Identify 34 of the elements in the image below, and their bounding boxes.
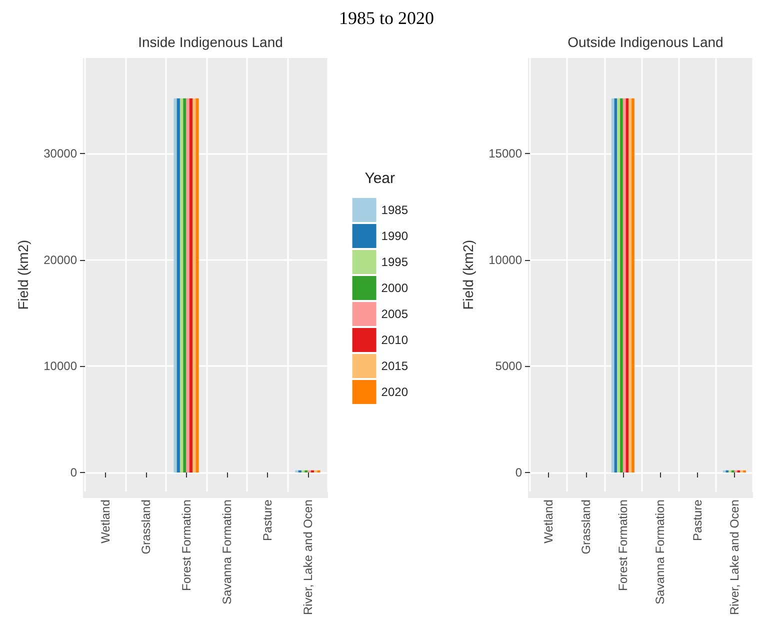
legend-label: 2000 (381, 281, 408, 295)
x-tick-label: Forest Formation (616, 500, 630, 591)
x-tick-label: Pasture (690, 499, 704, 541)
x-tick-label: Grassland (578, 500, 593, 554)
x-tick-label: Savanna Formation (653, 500, 668, 604)
x-tick-label: Forest Formation (179, 500, 194, 591)
y-tick-label: 10000 (488, 252, 522, 267)
y-tick-label: 20000 (44, 252, 78, 267)
legend-label: 1995 (381, 255, 408, 269)
legend-label: 2010 (381, 333, 408, 347)
x-tick-label: Pasture (260, 499, 274, 541)
y-tick-label: 5000 (495, 359, 522, 374)
y-tick-label: 30000 (44, 146, 78, 161)
y-axis-title: Field (km2) (460, 240, 476, 310)
legend-label: 2005 (381, 307, 408, 321)
y-axis-title: Field (km2) (15, 240, 31, 310)
legend-label: 2015 (381, 359, 408, 373)
chart-title: Inside Indigenous Land (138, 34, 283, 50)
y-tick-label: 0 (515, 465, 522, 480)
legend-label: 1985 (381, 203, 408, 217)
x-tick-label: Wetland (98, 500, 112, 544)
x-tick-label: River, Lake and Ocen (727, 500, 742, 616)
legend-label: 1990 (381, 229, 408, 243)
y-tick-label: 10000 (44, 359, 78, 374)
y-tick-label: 15000 (488, 146, 522, 161)
y-tick-label: 0 (70, 465, 78, 480)
x-tick-label: Wetland (542, 500, 556, 544)
x-tick-label: Savanna Formation (220, 500, 234, 604)
text: 1985 to 2020 (338, 8, 435, 28)
x-tick-label: Grassland (138, 500, 153, 554)
legend-title: Year (364, 170, 396, 187)
legend-label: 2020 (381, 385, 408, 399)
x-tick-label: River, Lake and Ocen (300, 500, 315, 616)
chart-title: Outside Indigenous Land (568, 34, 724, 50)
